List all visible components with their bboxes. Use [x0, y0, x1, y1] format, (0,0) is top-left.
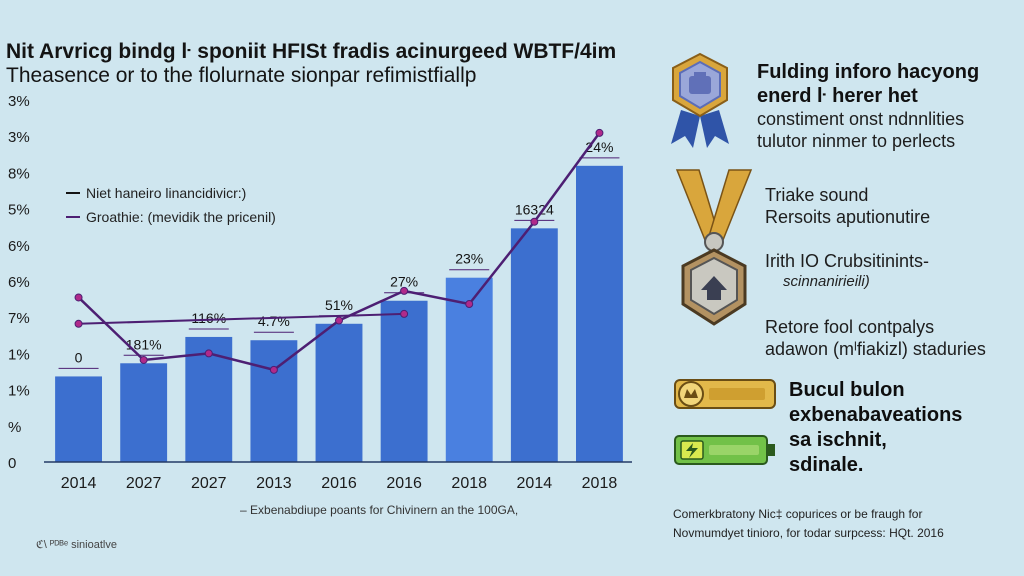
y-tick-label: 0: [8, 455, 16, 472]
x-tick-label: 2027: [126, 475, 162, 492]
block1-text-line-2: tulutor ninmer to perlects: [757, 131, 956, 151]
y-tick-label: 5%: [8, 202, 30, 219]
block3-italic: scinnanirieili): [783, 273, 870, 290]
block4-text-line-1: Retore fool contpalys: [765, 317, 935, 337]
bar: [445, 277, 493, 462]
credit-line-2: Novmumdyet tinioro, for todar surpcess: …: [673, 526, 944, 540]
side-panel: Fulding inforo hacyong enerd ŀ herer het…: [665, 50, 1020, 490]
line-point: [400, 309, 409, 318]
y-tick-label: 7%: [8, 310, 30, 327]
medal-icon: [675, 169, 753, 326]
series-line: [78, 312, 405, 325]
data-label: 181%: [126, 336, 162, 352]
line-point: [74, 293, 83, 302]
line-point: [400, 286, 409, 295]
block5-line-2: exbenabaveations: [789, 404, 963, 426]
block1-title-line-2: enerd ŀ herer het: [757, 85, 918, 107]
y-tick-label: 1%: [8, 346, 30, 363]
block5-line-4: sdinale.: [789, 454, 864, 476]
bar-line-chart: 0% 1% 1% 7% 6% 6% 5% 8% 3% 3% 2014 2027 2027 2013 2016…: [8, 93, 632, 492]
legend-entry: Niet haneiro linancidivicr:): [86, 185, 246, 201]
y-tick-label: 3%: [8, 93, 30, 110]
y-tick-label: 6%: [8, 274, 30, 291]
block3-text-line-1: Irith IO Crubsitinints-: [765, 251, 930, 271]
panel-block-3: Irith IO Crubsitinints- scinnanirieili): [765, 250, 929, 292]
y-tick-label: 6%: [8, 238, 30, 255]
battery-icon: [674, 435, 775, 465]
x-tick-label: 2014: [61, 475, 97, 492]
line-point: [204, 349, 213, 358]
chart-footnote: – Exbenabdiupe poants for Chivinern an t…: [240, 503, 519, 517]
y-tick-label: %: [8, 419, 21, 436]
bar: [55, 376, 102, 462]
line-point: [74, 319, 83, 328]
data-label: 0: [75, 349, 83, 365]
panel-block-4: Retore fool contpalys adawon (mˡfiakizl)…: [765, 316, 986, 360]
data-label: 51%: [325, 297, 353, 313]
data-label: 27%: [390, 274, 418, 290]
bar: [120, 363, 168, 462]
line-point: [139, 355, 148, 364]
block5-line-1: Bucul bulon: [789, 379, 905, 401]
x-tick-label: 2018: [451, 475, 487, 492]
credit-note: Comerkbratony Nic‡ copurices or be fraug…: [673, 505, 944, 543]
line-point: [595, 128, 604, 137]
panel-block-1: Fulding inforo hacyong enerd ŀ herer het…: [757, 60, 979, 152]
y-tick-label: 3%: [8, 129, 30, 146]
data-label: 23%: [455, 251, 483, 267]
bar: [250, 340, 298, 462]
x-tick-label: 2014: [517, 475, 553, 492]
y-tick-label: 1%: [8, 383, 30, 400]
block4-text-line-2: adawon (mˡfiakizl) staduries: [765, 339, 986, 359]
x-tick-label: 2016: [321, 475, 357, 492]
credit-line-1: Comerkbratony Nic‡ copurices or be fraug…: [673, 507, 923, 521]
title-line-1: Nit Arvricg bindg ŀ sponiit HFISt fradis…: [6, 40, 617, 63]
panel-block-5: Bucul bulon exbenabaveations sa ischnit,…: [789, 378, 962, 478]
source-note: ℭ\ ᴾᴰᴮᵉ sinioatlve: [36, 539, 117, 551]
block1-title-line-1: Fulding inforo hacyong: [757, 61, 980, 83]
bar: [576, 165, 623, 462]
x-tick-label: 2016: [386, 475, 422, 492]
line-point: [530, 217, 539, 226]
bar: [380, 300, 428, 462]
y-tick-label: 8%: [8, 165, 30, 182]
x-tick-label: 2027: [191, 475, 227, 492]
data-label: 116%: [191, 310, 226, 326]
line-point: [335, 316, 343, 325]
bar: [315, 323, 363, 462]
line-point: [465, 300, 474, 309]
x-tick-label: 2013: [256, 475, 292, 492]
block2-text-line-1: Triake sound: [765, 185, 869, 205]
block1-text-line-1: constiment onst ndnnlities: [757, 109, 965, 129]
chart-title: Nit Arvricg bindg ŀ sponiit HFISt fradis…: [6, 40, 666, 88]
bar: [510, 228, 558, 462]
legend-entry: Groathie: (mevidik the pricenil): [86, 209, 276, 225]
ribbon-badge-icon: [671, 52, 729, 148]
line-point: [269, 365, 278, 374]
data-label: 16324: [515, 201, 554, 217]
ticket-icon: [674, 379, 776, 409]
data-label: 4.7%: [258, 313, 290, 329]
x-tick-label: 2018: [582, 475, 618, 492]
title-line-2: Theasence or to the flolurnate sionpar r…: [6, 64, 477, 87]
block2-text-line-2: Rersoits aputionutire: [765, 207, 931, 227]
panel-block-2: Triake sound Rersoits aputionutire: [765, 184, 930, 228]
block5-line-3: sa ischnit,: [789, 429, 887, 451]
